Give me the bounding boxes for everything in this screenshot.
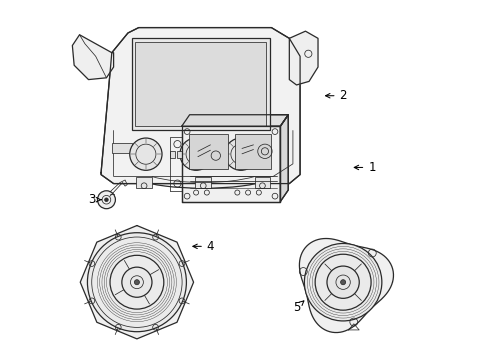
Bar — [254, 177, 270, 188]
FancyBboxPatch shape — [235, 134, 271, 168]
FancyBboxPatch shape — [135, 41, 265, 126]
Bar — [219, 151, 224, 158]
Text: 5: 5 — [292, 301, 303, 314]
Text: 1: 1 — [353, 161, 375, 174]
Circle shape — [134, 280, 139, 285]
Polygon shape — [299, 238, 393, 333]
Bar — [195, 177, 211, 188]
Circle shape — [129, 138, 162, 170]
Bar — [136, 177, 152, 188]
Circle shape — [326, 266, 359, 298]
FancyBboxPatch shape — [188, 134, 228, 168]
Polygon shape — [280, 115, 287, 202]
Circle shape — [122, 267, 152, 297]
Polygon shape — [289, 31, 317, 85]
Circle shape — [340, 280, 345, 285]
Circle shape — [87, 233, 186, 332]
Circle shape — [304, 243, 381, 321]
Polygon shape — [182, 126, 280, 202]
Polygon shape — [182, 115, 287, 126]
Bar — [169, 151, 175, 158]
Bar — [112, 143, 131, 153]
Text: 2: 2 — [325, 89, 346, 102]
Circle shape — [104, 198, 108, 202]
Circle shape — [97, 191, 115, 209]
Polygon shape — [101, 28, 300, 184]
Polygon shape — [80, 226, 193, 339]
Polygon shape — [72, 35, 113, 80]
Bar — [212, 151, 217, 158]
Circle shape — [224, 138, 257, 170]
Text: 3: 3 — [88, 193, 101, 206]
Circle shape — [180, 138, 212, 170]
Text: 4: 4 — [192, 240, 214, 253]
Bar — [177, 151, 182, 158]
FancyBboxPatch shape — [131, 39, 269, 130]
